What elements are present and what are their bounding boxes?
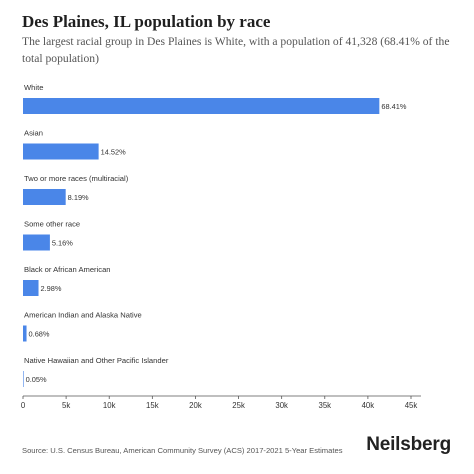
category-label: Asian xyxy=(24,129,43,138)
category-label: Native Hawaiian and Other Pacific Island… xyxy=(24,356,169,365)
bar xyxy=(23,280,39,296)
data-label: 5.16% xyxy=(52,238,73,247)
x-tick-label: 20k xyxy=(189,401,202,410)
bar xyxy=(23,371,24,387)
category-label: Black or African American xyxy=(24,265,111,274)
x-tick-label: 10k xyxy=(103,401,116,410)
category-label: American Indian and Alaska Native xyxy=(24,311,142,320)
data-label: 2.98% xyxy=(41,284,62,293)
data-label: 8.19% xyxy=(68,193,89,202)
source-note: Source: U.S. Census Bureau, American Com… xyxy=(22,446,343,455)
x-tick-label: 15k xyxy=(146,401,159,410)
data-label: 0.05% xyxy=(26,375,47,384)
category-label: Some other race xyxy=(24,220,80,229)
bar xyxy=(23,143,99,160)
category-label: White xyxy=(24,83,43,92)
x-tick-label: 30k xyxy=(275,401,288,410)
data-label: 14.52% xyxy=(101,147,126,156)
x-tick-label: 35k xyxy=(318,401,331,410)
x-tick-label: 25k xyxy=(232,401,245,410)
x-tick-label: 5k xyxy=(62,401,70,410)
brand-logo: Neilsberg xyxy=(366,434,451,455)
x-tick-label: 40k xyxy=(362,401,375,410)
bar xyxy=(23,234,50,251)
x-tick-label: 45k xyxy=(405,401,418,410)
category-label: Two or more races (multiracial) xyxy=(24,174,129,183)
bar xyxy=(23,325,27,342)
x-tick-label: 0 xyxy=(21,401,26,410)
chart-title: Des Plaines, IL population by race xyxy=(22,12,271,31)
data-label: 68.41% xyxy=(381,102,406,111)
chart-subtitle: The largest racial group in Des Plaines … xyxy=(22,35,450,65)
bar xyxy=(23,98,380,114)
bar xyxy=(23,189,66,205)
data-label: 0.68% xyxy=(29,329,50,338)
